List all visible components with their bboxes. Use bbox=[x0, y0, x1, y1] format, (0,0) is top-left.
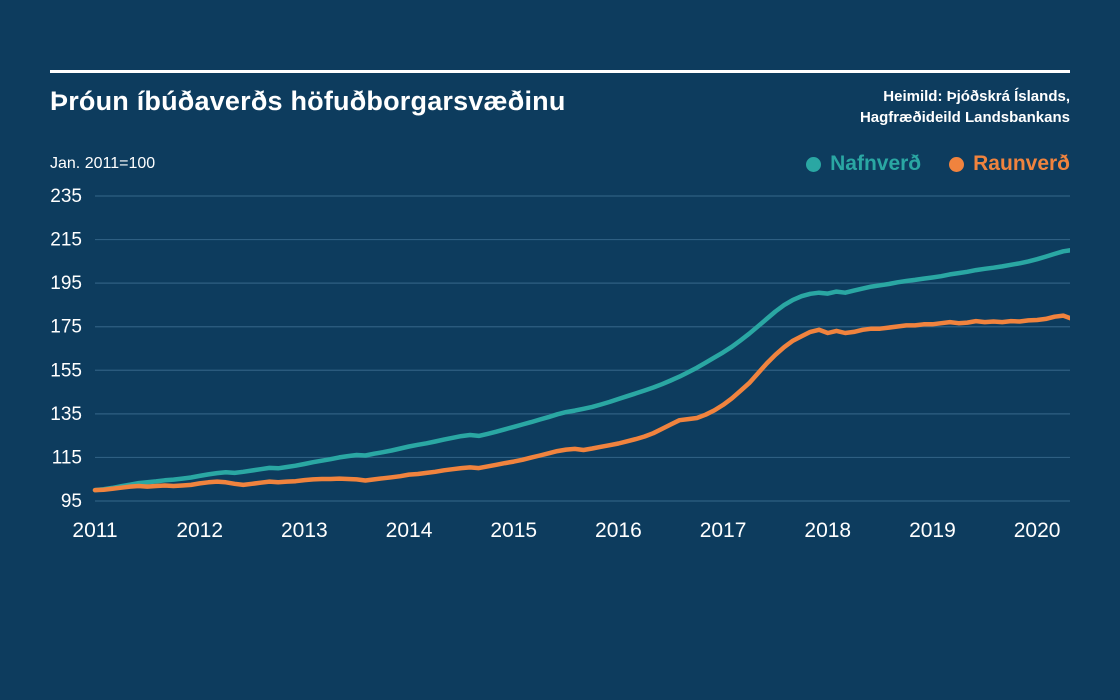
content-container: Þróun íbúðaverðs höfuðborgarsvæðinu Heim… bbox=[0, 70, 1120, 550]
source-attribution: Heimild: Þjóðskrá Íslands, Hagfræðideild… bbox=[860, 86, 1070, 128]
x-axis-label-2011: 2011 bbox=[72, 519, 117, 542]
raunverd-legend-dot-icon bbox=[949, 156, 965, 172]
x-axis-label-2020: 2020 bbox=[1014, 519, 1061, 542]
x-axis-label-2012: 2012 bbox=[176, 519, 223, 542]
series-line-nafnverð bbox=[92, 248, 1070, 493]
legend-item-raunverd: Raunverð bbox=[949, 152, 1070, 176]
x-axis-label-2015: 2015 bbox=[490, 519, 537, 542]
legend-item-nafnverd: Nafnverð bbox=[806, 152, 921, 176]
header: Þróun íbúðaverðs höfuðborgarsvæðinu Heim… bbox=[50, 73, 1070, 128]
page-title: Þróun íbúðaverðs höfuðborgarsvæðinu bbox=[50, 86, 566, 116]
legend: Nafnverð Raunverð bbox=[806, 152, 1070, 176]
nafnverd-legend-dot-icon bbox=[806, 156, 822, 172]
x-axis-label-2014: 2014 bbox=[386, 519, 433, 542]
source-line-2: Hagfræðideild Landsbankans bbox=[859, 109, 1070, 126]
x-axis-label-2018: 2018 bbox=[804, 519, 851, 542]
index-note: Jan. 2011=100 bbox=[50, 155, 156, 172]
infographic-page: { "page": { "title": "Þróun íbúðaverðs h… bbox=[0, 70, 1120, 700]
y-axis-label-115: 115 bbox=[52, 447, 82, 468]
y-axis-label-195: 195 bbox=[50, 273, 82, 294]
y-axis-label-215: 215 bbox=[50, 230, 82, 251]
raunverd-legend-label: Raunverð bbox=[973, 152, 1070, 175]
price-chart: 95 115 135 155 175 195 215 235 2011 2012 2013 2014 2… bbox=[50, 186, 1070, 542]
y-axis-label-175: 175 bbox=[50, 317, 82, 338]
y-axis-label-235: 235 bbox=[50, 186, 82, 207]
x-axis-label-2017: 2017 bbox=[700, 519, 747, 542]
y-axis-label-135: 135 bbox=[50, 404, 82, 425]
source-line-1: Heimild: Þjóðskrá Íslands, bbox=[883, 88, 1070, 105]
y-axis-label-155: 155 bbox=[50, 360, 82, 381]
y-axis-label-95: 95 bbox=[61, 491, 82, 512]
chart-subheader: Jan. 2011=100 Nafnverð Raunverð bbox=[50, 152, 1070, 176]
x-axis-label-2019: 2019 bbox=[909, 519, 956, 542]
nafnverd-legend-label: Nafnverð bbox=[830, 152, 922, 175]
series-line-raunverð bbox=[92, 313, 1070, 493]
x-axis-label-2016: 2016 bbox=[595, 519, 642, 542]
title-rule bbox=[50, 70, 1070, 73]
x-axis-label-2013: 2013 bbox=[281, 519, 328, 542]
